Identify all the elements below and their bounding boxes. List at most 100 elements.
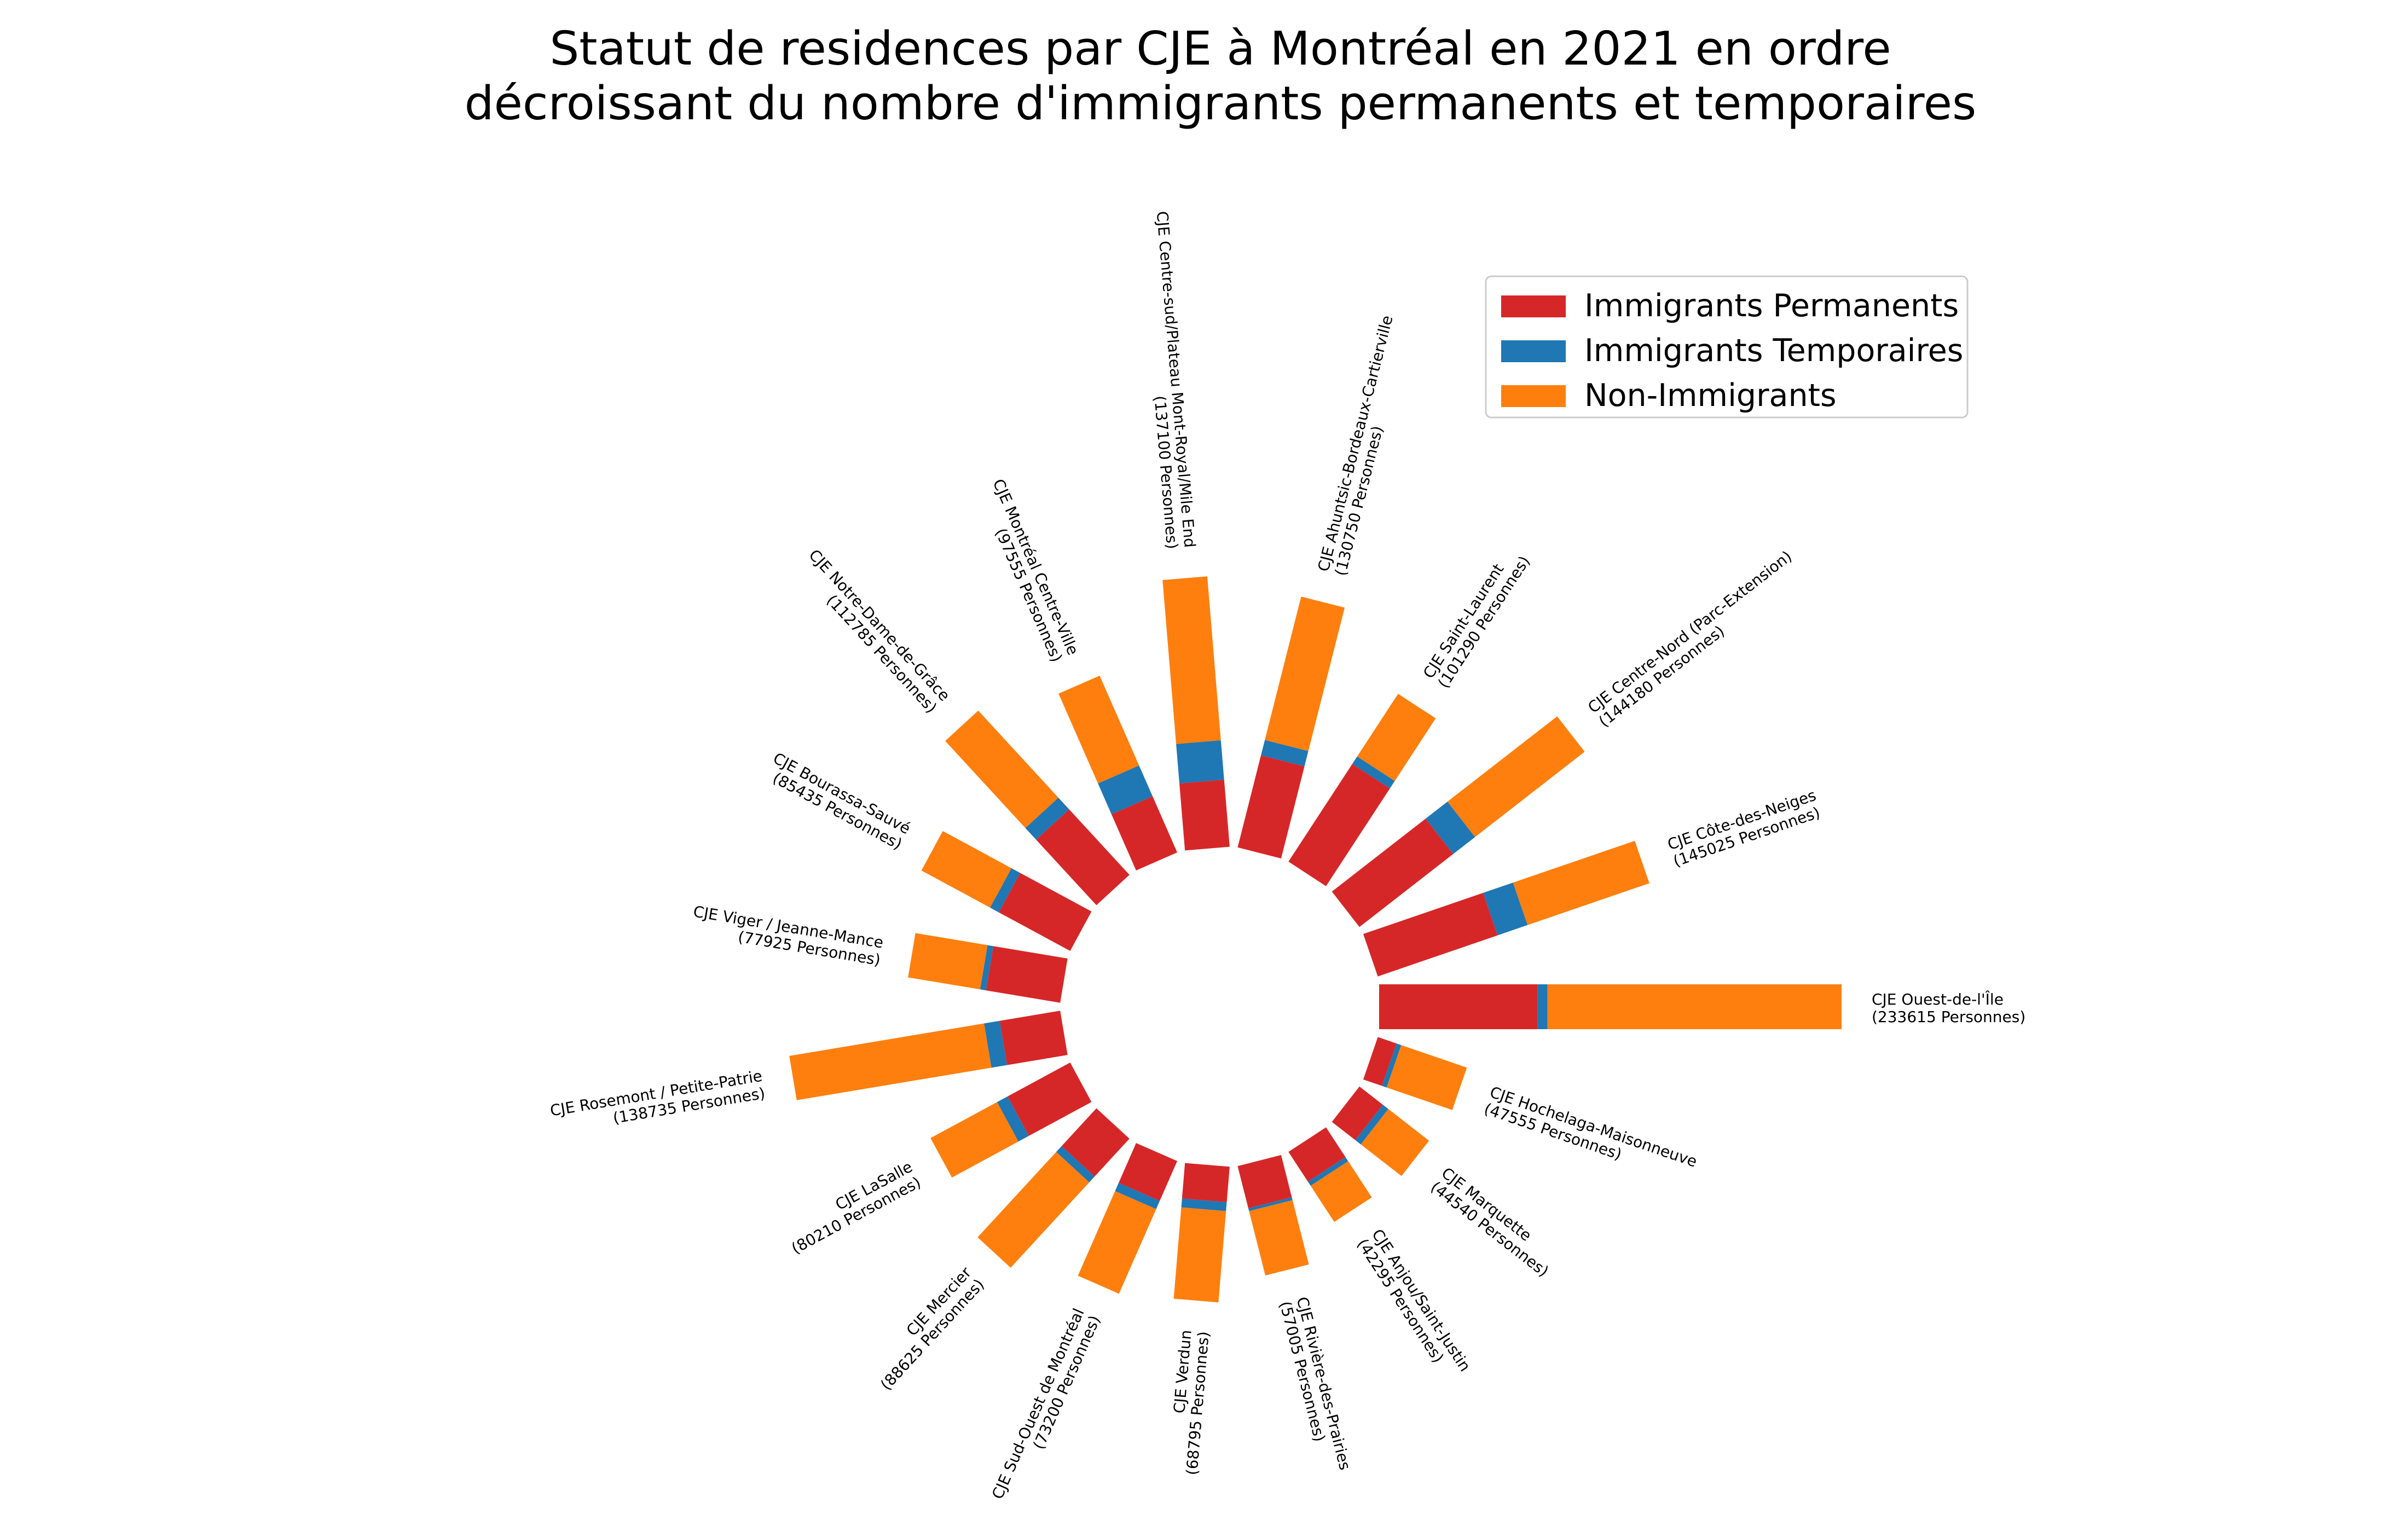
category-name: CJE Anjou/Saint-Justin — [1368, 1226, 1474, 1374]
bar-group-15 — [1237, 1155, 1309, 1276]
legend-swatch — [1501, 340, 1566, 362]
bar-segment-non-immigrants — [908, 933, 988, 990]
bar-segment-permanents — [1182, 1163, 1230, 1203]
category-label: CJE LaSalle(80210 Personnes) — [780, 1158, 924, 1258]
category-label: CJE Centre-Nord (Parc-Extension)(144180 … — [1584, 547, 1806, 730]
bar-group-7 — [945, 710, 1130, 906]
category-name: CJE Centre-Nord (Parc-Extension) — [1584, 547, 1795, 717]
legend-label: Immigrants Temporaires — [1584, 333, 1963, 369]
category-name: CJE Ouest-de-l'Île — [1872, 990, 2004, 1008]
bar-segment-temporaires — [1181, 1198, 1227, 1211]
bar-segment-non-immigrants — [1173, 1207, 1226, 1303]
category-total: (88625 Personnes) — [877, 1275, 988, 1394]
bar-segment-non-immigrants — [1386, 1045, 1467, 1110]
bar-segment-temporaires — [1382, 1043, 1402, 1088]
bar-group-1 — [1363, 840, 1649, 977]
bar-segment-temporaires — [1098, 765, 1153, 815]
legend-frame — [1485, 275, 1969, 419]
bar-segment-permanents — [986, 946, 1068, 1003]
chart-title-line-1: Statut de residences par CJE à Montréal … — [549, 22, 1891, 76]
bar-segment-non-immigrants — [1162, 576, 1221, 744]
category-total: (112785 Personnes) — [823, 591, 941, 716]
bar-segment-permanents — [1363, 1037, 1397, 1086]
bar-segment-temporaires — [1307, 1157, 1348, 1186]
bar-segment-temporaires — [997, 1096, 1029, 1142]
category-label: CJE Rosemont / Petite-Patrie(138735 Pers… — [549, 1067, 767, 1138]
bar-segment-permanents — [999, 1011, 1068, 1065]
bar-segment-permanents — [1288, 1127, 1346, 1182]
bar-segment-non-immigrants — [930, 1102, 1018, 1178]
bar-segment-temporaires — [1056, 1146, 1095, 1182]
category-label: CJE Centre-sud/Plateau Mont-Royal/Mile E… — [1136, 211, 1199, 550]
bar-group-0 — [1379, 984, 1842, 1029]
category-label: CJE Anjou/Saint-Justin(42295 Personnes) — [1353, 1226, 1474, 1384]
bar-group-14 — [1173, 1163, 1230, 1303]
bar-segment-temporaires — [1176, 740, 1224, 784]
bar-segment-temporaires — [1025, 797, 1069, 840]
bar-group-13 — [1078, 1143, 1178, 1294]
bar-segment-temporaires — [990, 868, 1021, 913]
bar-segment-non-immigrants — [1058, 675, 1139, 784]
bar-group-2 — [1332, 716, 1585, 927]
bar-segment-temporaires — [1352, 756, 1395, 788]
category-label: CJE Montréal Centre-Ville(97555 Personne… — [973, 476, 1082, 664]
category-label: CJE Viger / Jeanne-Mance(77925 Personnes… — [689, 902, 885, 969]
bar-segment-temporaires — [1115, 1182, 1160, 1209]
bars-group — [789, 576, 1842, 1303]
bar-segment-permanents — [1363, 892, 1498, 977]
category-label: CJE Ouest-de-l'Île (233615 Personnes) — [1872, 990, 2025, 1026]
bar-segment-permanents — [1332, 1086, 1383, 1140]
chart-title-line-2: décroissant du nombre d'immigrants perma… — [465, 77, 1977, 131]
category-label: CJE Côte-des-Neiges(145025 Personnes) — [1665, 786, 1824, 871]
bar-segment-temporaires — [980, 945, 994, 991]
legend-swatch — [1501, 295, 1566, 317]
bar-group-10 — [789, 1011, 1068, 1100]
bar-segment-permanents — [1237, 1155, 1292, 1209]
bar-segment-non-immigrants — [1265, 596, 1345, 751]
category-label: CJE Notre-Dame-de-Grâce(112785 Personnes… — [792, 546, 954, 717]
category-label: CJE Verdun(68795 Personnes) — [1165, 1329, 1213, 1476]
bar-segment-non-immigrants — [1249, 1200, 1309, 1276]
bar-segment-permanents — [1061, 1108, 1130, 1177]
legend: Immigrants Permanents Immigrants Temporai… — [1485, 275, 1969, 419]
category-label: CJE Ahuntsic-Bordeaux-Cartierville(13075… — [1315, 314, 1414, 578]
legend-label: Non-Immigrants — [1584, 378, 1837, 414]
bar-segment-temporaires — [1248, 1197, 1293, 1211]
bar-segment-temporaires — [1425, 802, 1475, 854]
bar-group-6 — [1058, 675, 1178, 871]
bar-segment-non-immigrants — [1357, 694, 1436, 781]
bar-segment-non-immigrants — [921, 831, 1012, 908]
bar-group-11 — [930, 1062, 1092, 1178]
bar-segment-permanents — [1007, 1062, 1092, 1136]
bar-group-5 — [1162, 576, 1230, 851]
category-name: CJE Sud-Ouest de Montréal — [988, 1305, 1088, 1502]
category-label: CJE Rivière-des-Prairies(57005 Personnes… — [1276, 1295, 1354, 1476]
bar-segment-permanents — [999, 873, 1092, 951]
chart-title: Statut de residences par CJE à Montréal … — [465, 22, 1977, 131]
bar-segment-non-immigrants — [1361, 1109, 1429, 1176]
bar-segment-non-immigrants — [1447, 716, 1585, 837]
bar-segment-non-immigrants — [1513, 840, 1649, 925]
bar-segment-non-immigrants — [977, 1152, 1090, 1268]
bar-group-17 — [1332, 1086, 1429, 1176]
bar-group-3 — [1288, 694, 1436, 886]
bar-segment-temporaires — [1537, 984, 1548, 1029]
bar-segment-non-immigrants — [1310, 1161, 1372, 1222]
category-name: CJE Notre-Dame-de-Grâce — [805, 546, 953, 705]
bar-group-18 — [1363, 1037, 1467, 1110]
bar-segment-permanents — [1379, 984, 1538, 1029]
bar-segment-non-immigrants — [945, 710, 1058, 828]
legend-swatch — [1501, 385, 1566, 407]
bar-segment-permanents — [1036, 809, 1130, 906]
category-total: (144180 Personnes) — [1595, 622, 1728, 731]
bar-segment-permanents — [1179, 780, 1230, 851]
bar-segment-permanents — [1237, 755, 1305, 858]
bar-segment-permanents — [1288, 764, 1390, 886]
category-total: (233615 Personnes) — [1872, 1008, 2025, 1026]
bar-segment-non-immigrants — [1078, 1191, 1156, 1294]
bar-segment-temporaires — [1261, 740, 1309, 767]
bar-group-8 — [921, 831, 1092, 951]
bar-segment-temporaires — [984, 1020, 1008, 1068]
bar-segment-non-immigrants — [789, 1023, 992, 1100]
